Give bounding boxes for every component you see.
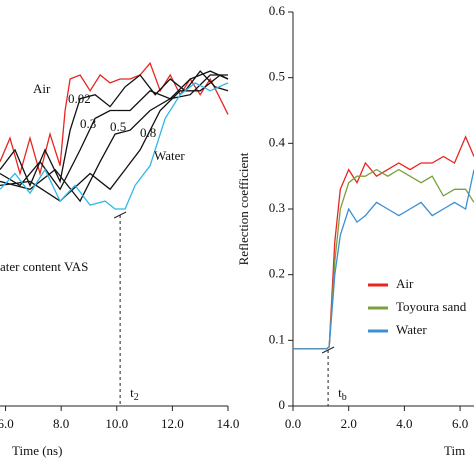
marker-label-sub: b — [342, 392, 347, 403]
marker-label: t2 — [130, 385, 139, 403]
series-label: 0.8 — [140, 125, 156, 140]
y-tick-label: 0.4 — [269, 134, 286, 149]
x-tick-label: 14.0 — [217, 416, 240, 431]
x-tick-label: 6.0 — [0, 416, 14, 431]
x-tick-label: 2.0 — [341, 416, 357, 431]
marker-label-sub: 2 — [134, 392, 139, 403]
marker-label-base: t — [338, 385, 342, 400]
marker-label-base: t — [130, 385, 134, 400]
series-label: Air — [33, 81, 51, 96]
x-tick-label: 4.0 — [396, 416, 412, 431]
x-tick-label: 6.0 — [452, 416, 468, 431]
x-tick-label: 0.0 — [285, 416, 301, 431]
x-tick-label: 12.0 — [161, 416, 184, 431]
y-tick-label: 0 — [279, 397, 286, 412]
y-tick-label: 0.5 — [269, 69, 285, 84]
annotation: ater content VAS — [0, 259, 88, 274]
legend-label: Water — [396, 322, 427, 337]
series-line — [0, 82, 229, 210]
x-tick-label: 8.0 — [53, 416, 69, 431]
x-axis-label: Tim — [444, 443, 465, 458]
x-tick-label: 10.0 — [105, 416, 128, 431]
series-label: 0.02 — [68, 91, 91, 106]
y-tick-label: 0.3 — [269, 200, 285, 215]
series-line — [293, 169, 474, 350]
y-tick-label: 0.6 — [269, 3, 286, 18]
y-tick-label: 0.1 — [269, 331, 285, 346]
marker-cross — [113, 211, 127, 219]
marker-cross — [321, 346, 335, 354]
series-line — [0, 70, 229, 191]
series-label: Water — [154, 148, 185, 163]
marker-label: tb — [338, 385, 347, 403]
y-axis-label: Reflection coefficient — [236, 152, 251, 265]
series-line — [293, 168, 474, 350]
series-line — [293, 135, 474, 350]
y-tick-label: 0.2 — [269, 266, 285, 281]
legend-label: Air — [396, 276, 414, 291]
legend-label: Toyoura sand — [396, 299, 467, 314]
x-axis-label: Time (ns) — [12, 443, 62, 458]
series-label: 0.5 — [110, 119, 126, 134]
series-label: 0.3 — [80, 116, 96, 131]
series-line — [0, 74, 229, 202]
